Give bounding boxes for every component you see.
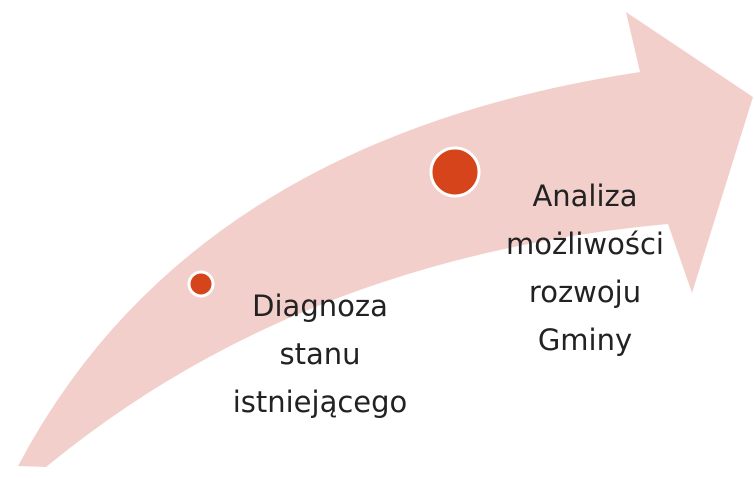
- node-label-line: istniejącego: [233, 385, 408, 419]
- node-label-line: możliwości: [506, 227, 664, 261]
- node-label-line: stanu: [279, 337, 360, 371]
- labels: Diagnoza stanu istniejącego Analiza możliwoś…: [233, 179, 664, 419]
- node-label-line: rozwoju: [529, 275, 641, 309]
- small-dot: [187, 270, 215, 298]
- node-label-line: Analiza: [532, 179, 637, 213]
- large-dot: [429, 146, 481, 198]
- node-label-line: Diagnoza: [252, 289, 388, 323]
- node-label-line: Gminy: [538, 323, 632, 357]
- curved-arrow: [18, 12, 753, 467]
